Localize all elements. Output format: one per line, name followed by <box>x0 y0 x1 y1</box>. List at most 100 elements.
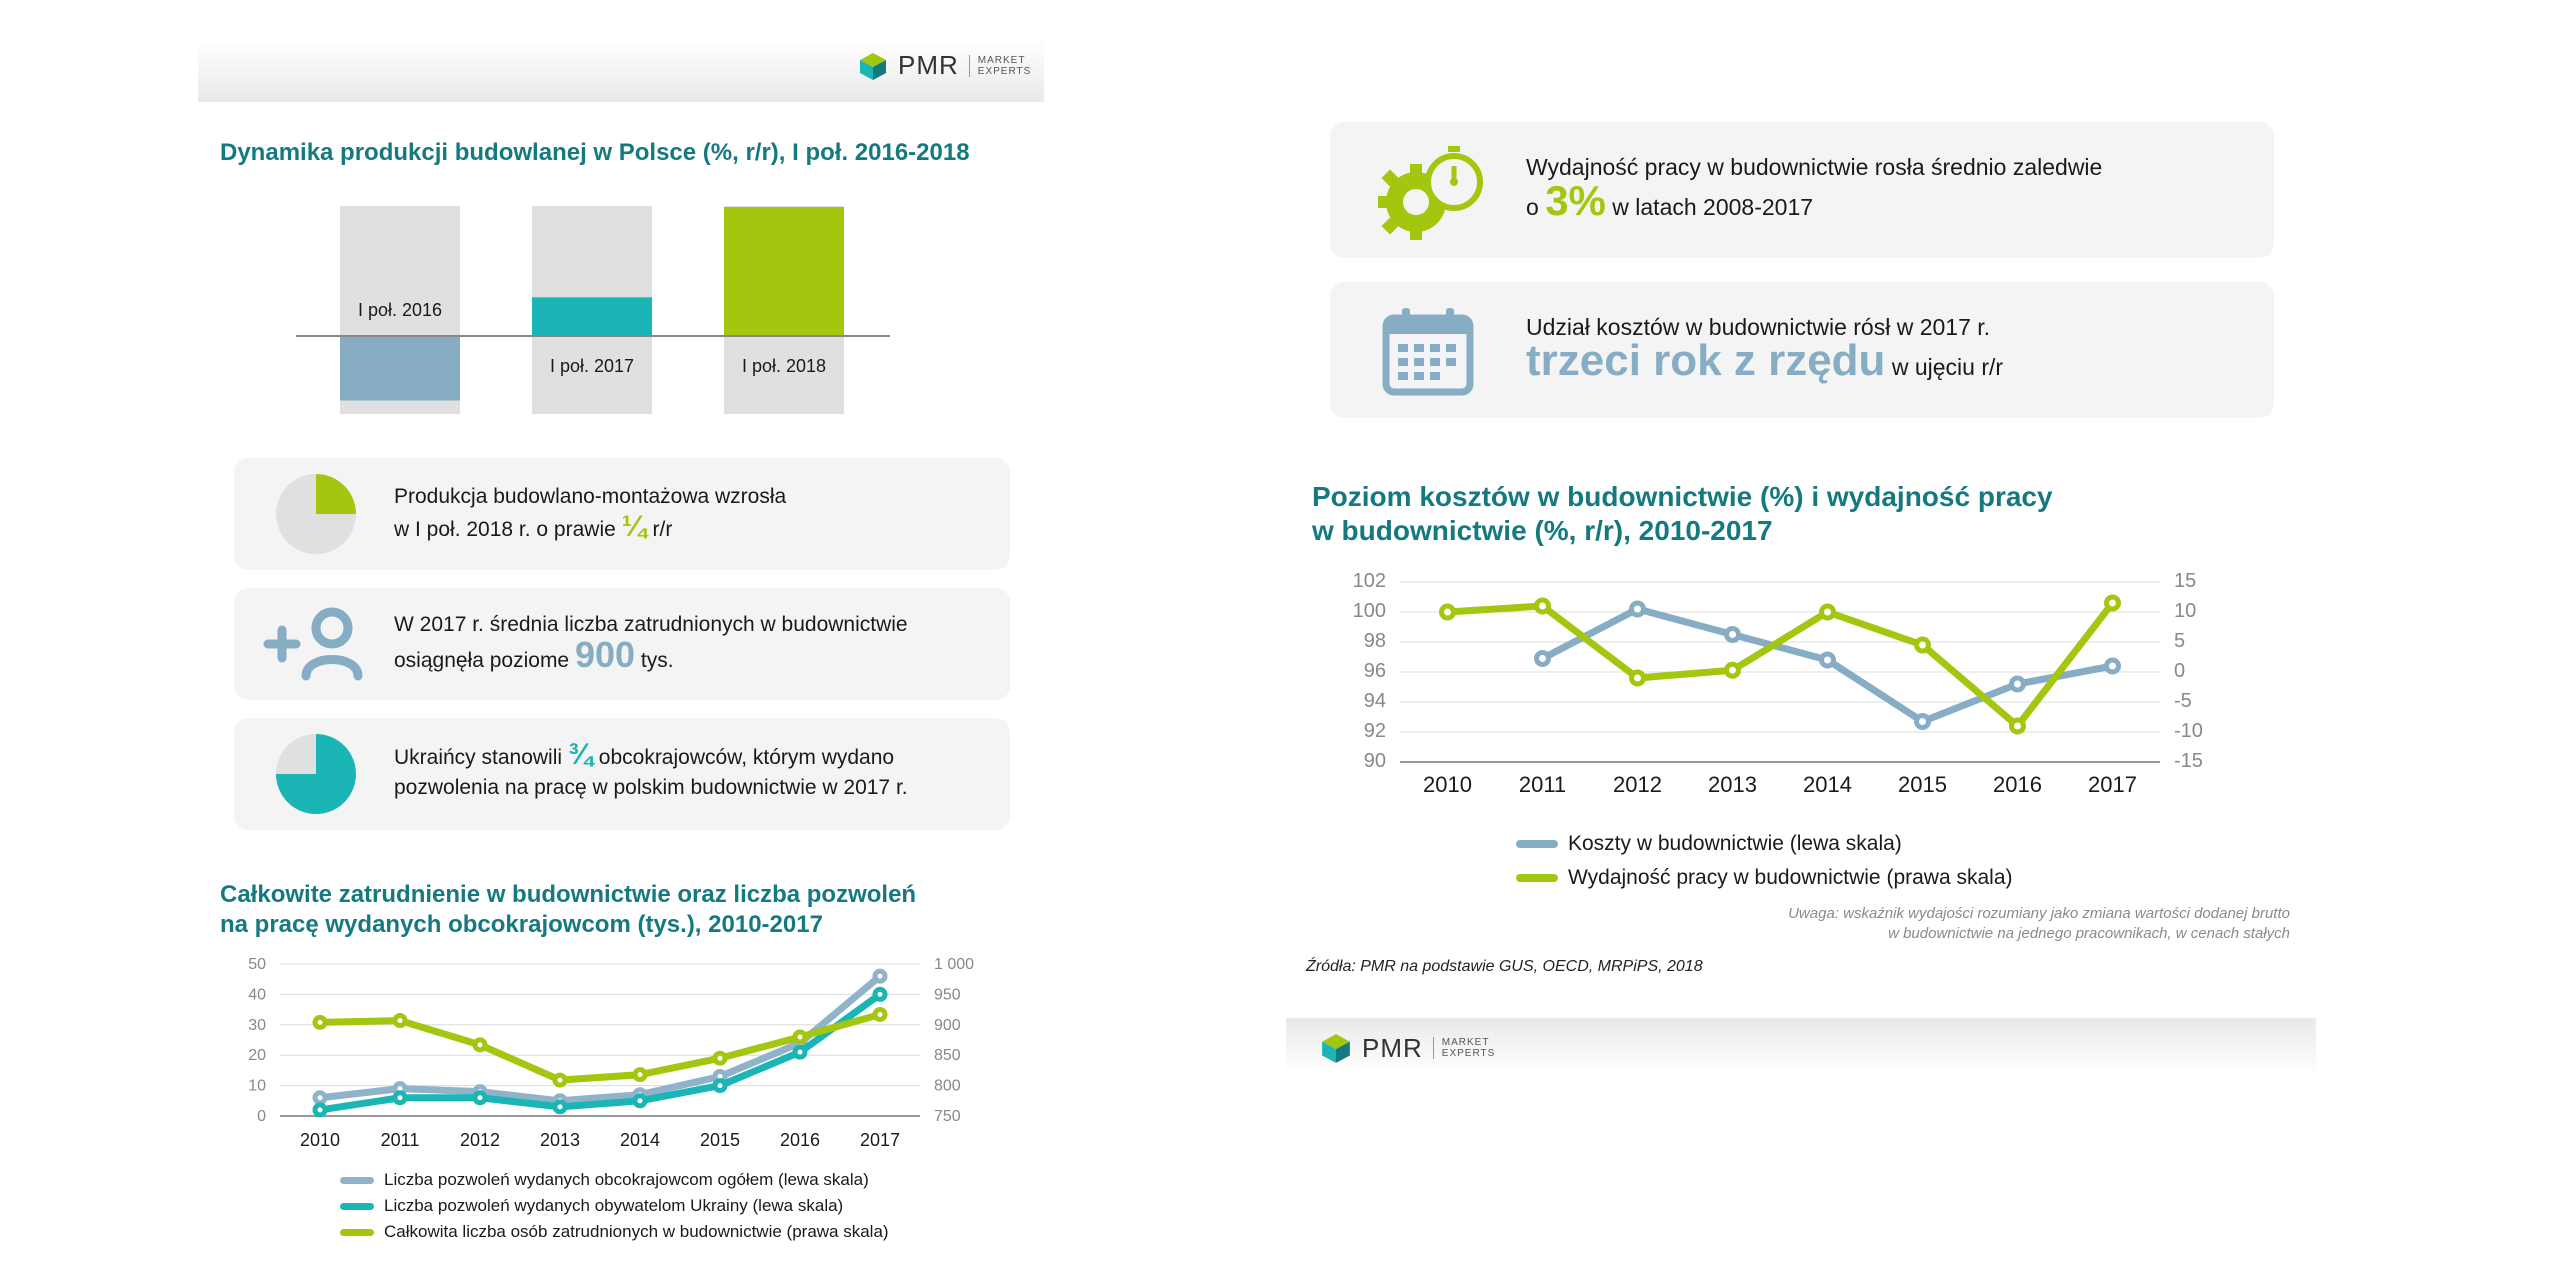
data-point <box>872 986 888 1002</box>
y-tick-left: 92 <box>1364 720 1386 742</box>
gear-stopwatch-icon <box>1378 146 1483 240</box>
data-point <box>2104 594 2121 612</box>
x-tick-label: 2013 <box>1708 772 1757 797</box>
y-tick-right: 10 <box>2174 600 2196 622</box>
cost-legend: Koszty w budownictwie (lewa skala) Wydaj… <box>1516 832 2013 890</box>
data-point <box>472 1037 488 1053</box>
data-point <box>632 1067 648 1083</box>
quarter-highlight: ¼ <box>621 510 647 543</box>
data-point <box>1629 600 1646 618</box>
y-tick-right: 900 <box>934 1017 961 1034</box>
x-tick-label: 2014 <box>620 1130 660 1150</box>
y-tick-right: 1 000 <box>934 956 974 973</box>
x-tick-label: 2016 <box>1993 772 2042 797</box>
bar-category-label: I poł. 2018 <box>742 356 826 376</box>
data-point <box>552 1099 568 1115</box>
source-note: Źródła: PMR na podstawie GUS, OECD, MRPi… <box>1306 958 1703 975</box>
y-tick-left: 96 <box>1364 660 1386 682</box>
cost-chart-note: Uwaga: wskaźnik wydajości rozumiany jako… <box>1788 905 2290 942</box>
right-logo: PMR MARKET EXPERTS <box>1320 1032 1495 1064</box>
costs-highlight: trzeci rok z rzędu <box>1526 336 1886 385</box>
y-tick-right: 800 <box>934 1078 961 1095</box>
y-tick-right: 750 <box>934 1108 961 1125</box>
card-employment: W 2017 r. średnia liczba zatrudnionych w… <box>234 588 1010 700</box>
employment-highlight: 900 <box>574 634 636 675</box>
data-point <box>712 1050 728 1066</box>
employment-line-chart: 0 750 10 800 20 850 30 900 40 950 50 1 000 2010 2011 2… <box>248 956 974 1150</box>
data-point <box>1534 650 1551 667</box>
y-tick-right: 5 <box>2174 630 2185 652</box>
y-tick-left: 40 <box>248 986 266 1003</box>
y-tick-right: 950 <box>934 986 961 1003</box>
brand-sub: MARKET EXPERTS <box>1432 1037 1496 1059</box>
pie-three-quarter-icon <box>276 734 356 814</box>
y-tick-right: -15 <box>2174 750 2203 772</box>
y-tick-left: 0 <box>257 1108 266 1125</box>
data-point <box>632 1093 648 1109</box>
data-point <box>312 1090 328 1106</box>
bar <box>340 336 460 401</box>
series-line <box>316 1010 884 1084</box>
card-employment-text: W 2017 r. średnia liczba zatrudnionych w… <box>394 613 908 675</box>
bar <box>532 297 652 336</box>
y-tick-left: 50 <box>248 956 266 973</box>
data-point <box>1534 597 1551 615</box>
y-tick-left: 10 <box>248 1078 266 1095</box>
card-productivity-text: Wydajność pracy w budownictwie rosła śre… <box>1526 154 2103 224</box>
employment-legend: Liczba pozwoleń wydanych obcokrajowcom o… <box>340 1170 889 1242</box>
data-point <box>1914 636 1931 654</box>
data-point <box>552 1072 568 1088</box>
y-tick-left: 98 <box>1364 630 1386 652</box>
data-point <box>2009 717 2026 735</box>
data-point <box>1819 603 1836 621</box>
x-tick-label: 2012 <box>460 1130 500 1150</box>
card-production-growth: Produkcja budowlano-montażowa wzrosła w … <box>234 458 1010 570</box>
brand-name: PMR <box>1362 1032 1423 1063</box>
data-point <box>2009 675 2026 693</box>
legend-item-productivity: Wydajność pracy w budownictwie (prawa sk… <box>1516 866 2013 890</box>
x-tick-label: 2017 <box>860 1130 900 1150</box>
productivity-highlight: 3% <box>1545 177 1606 224</box>
data-point <box>2104 657 2121 675</box>
data-point <box>472 1090 488 1106</box>
data-point <box>312 1014 328 1030</box>
pmr-cube-icon <box>860 52 886 80</box>
x-tick-label: 2015 <box>1898 772 1947 797</box>
data-point <box>872 1006 888 1022</box>
data-point <box>392 1090 408 1106</box>
calendar-icon <box>1382 308 1474 396</box>
card-production-text: Produkcja budowlano-montażowa wzrosła w … <box>394 485 787 543</box>
bar-category-label: I poł. 2016 <box>358 300 442 320</box>
card-costs: Udział kosztów w budownictwie rósł w 201… <box>1330 282 2274 418</box>
legend-item-employment: Całkowita liczba osób zatrudnionych w bu… <box>340 1222 889 1242</box>
y-tick-left: 94 <box>1364 690 1386 712</box>
data-point <box>1439 603 1456 621</box>
x-tick-label: 2016 <box>780 1130 820 1150</box>
production-chart-title: Dynamika produkcji budowlanej w Polsce (… <box>220 139 970 166</box>
data-point <box>792 1044 808 1060</box>
data-point <box>872 968 888 984</box>
y-tick-right: 0 <box>2174 660 2185 682</box>
x-tick-label: 2015 <box>700 1130 740 1150</box>
cost-productivity-line-chart: 90 -15 92 -10 94 -5 96 0 98 5 100 10 102 15 2010 2011 20… <box>1353 570 2203 797</box>
x-tick-label: 2010 <box>300 1130 340 1150</box>
left-logo: PMR MARKET EXPERTS <box>858 50 1031 81</box>
series-line <box>1444 599 2116 730</box>
series-line <box>316 972 884 1105</box>
data-point <box>1629 669 1646 687</box>
employment-chart-title: Całkowite zatrudnienie w budownictwie or… <box>220 881 917 938</box>
data-point <box>1724 626 1741 643</box>
x-tick-label: 2013 <box>540 1130 580 1150</box>
x-tick-label: 2017 <box>2088 772 2137 797</box>
y-tick-right: -5 <box>2174 690 2192 712</box>
left-header-band <box>198 40 1044 102</box>
y-tick-left: 102 <box>1353 570 1386 592</box>
data-point <box>392 1013 408 1029</box>
data-point <box>312 1102 328 1118</box>
series-line <box>316 990 884 1114</box>
add-person-icon <box>263 607 363 681</box>
brand-sub: MARKET EXPERTS <box>968 54 1032 77</box>
legend-item-permits-ukraine: Liczba pozwoleń wydanych obywatelom Ukra… <box>340 1196 889 1216</box>
x-tick-label: 2010 <box>1423 772 1472 797</box>
brand-name: PMR <box>898 50 959 80</box>
